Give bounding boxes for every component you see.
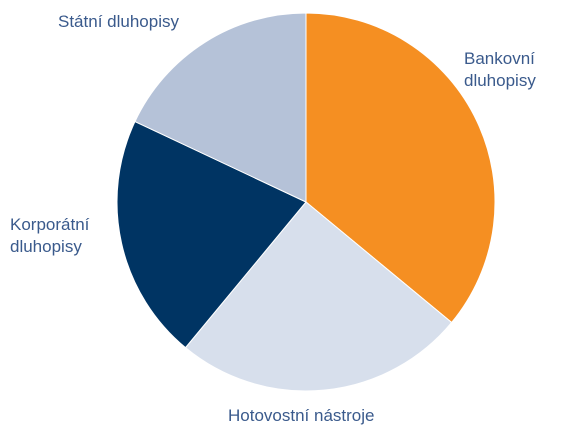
slice-label-line: Bankovní xyxy=(464,49,535,68)
slice-label-line: Státní dluhopisy xyxy=(58,12,179,31)
slice-label-line: Korporátní xyxy=(10,215,90,234)
slice-label-line: Hotovostní nástroje xyxy=(228,406,375,425)
slice-label-line: dluhopisy xyxy=(10,237,82,256)
pie-slice-0 xyxy=(305,12,496,324)
slice-label-statni-dluhopisy: Státní dluhopisy xyxy=(58,11,179,33)
slice-label-bankovni-dluhopisy: Bankovní dluhopisy xyxy=(464,48,536,92)
pie-slice-3 xyxy=(134,12,307,203)
slice-label-line: dluhopisy xyxy=(464,71,536,90)
pie-slice-1 xyxy=(184,201,453,392)
pie-slice-2 xyxy=(116,120,307,349)
slice-label-korporatni-dluhopisy: Korporátní dluhopisy xyxy=(10,214,89,258)
slice-label-hotovostni-nastroje: Hotovostní nástroje xyxy=(228,405,374,427)
